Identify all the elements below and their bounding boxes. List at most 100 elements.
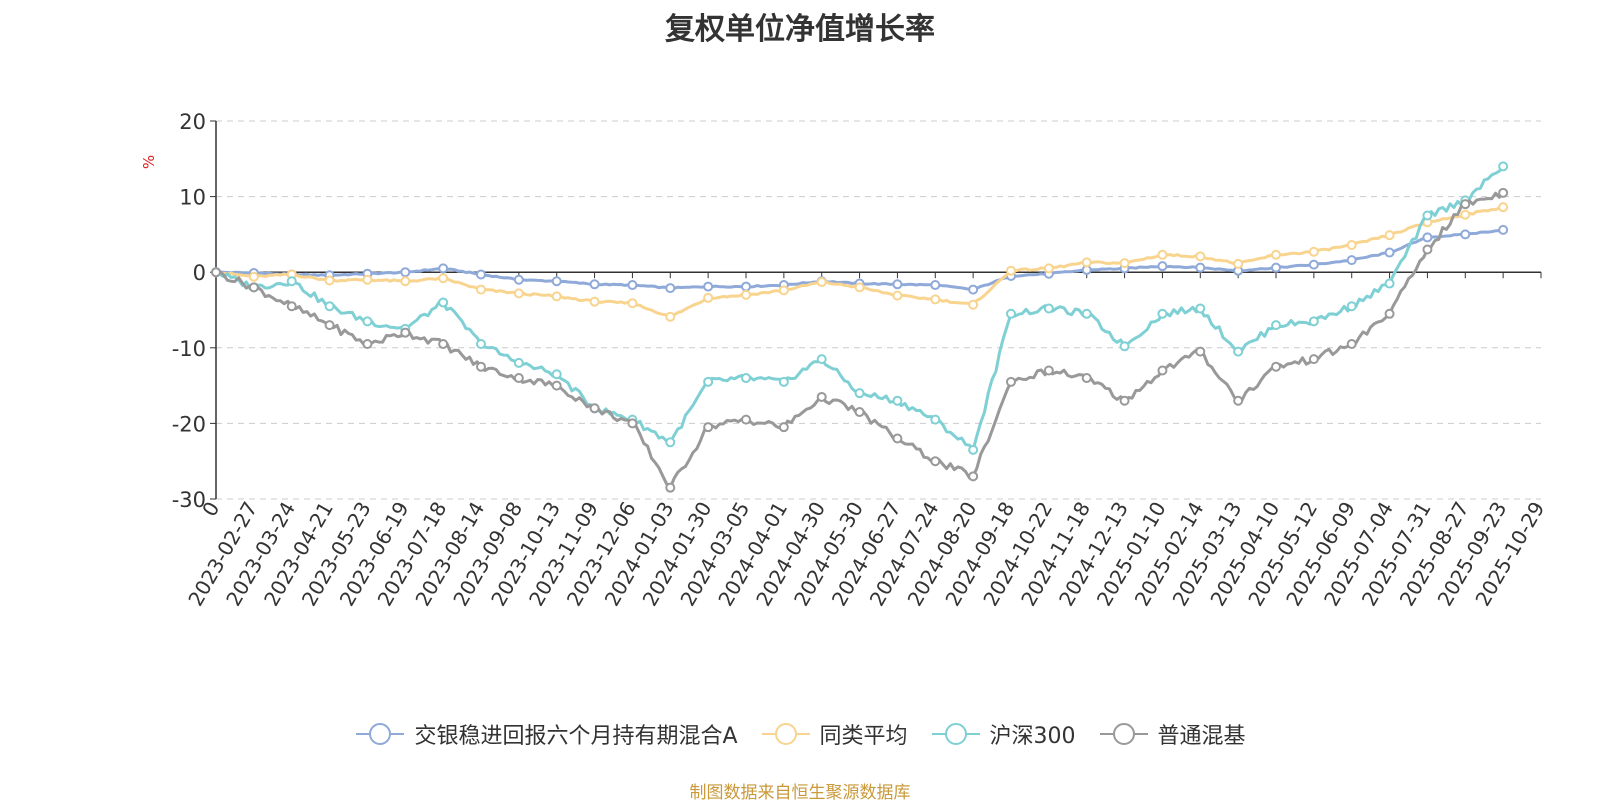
series-group bbox=[211, 161, 1509, 455]
data-point bbox=[286, 301, 297, 312]
data-point bbox=[665, 311, 676, 322]
data-point bbox=[589, 279, 600, 290]
data-point bbox=[627, 280, 638, 291]
data-point bbox=[1081, 257, 1092, 268]
data-point bbox=[892, 279, 903, 290]
data-point bbox=[1384, 230, 1395, 241]
data-point bbox=[816, 354, 827, 365]
legend-item[interactable]: 沪深300 bbox=[930, 718, 1076, 750]
data-point bbox=[1271, 262, 1281, 273]
data-point bbox=[400, 267, 411, 278]
series-group bbox=[211, 187, 1509, 493]
legend-label: 交银稳进回报六个月持有期混合A bbox=[414, 724, 738, 749]
data-point bbox=[1498, 202, 1509, 213]
data-point bbox=[703, 422, 714, 433]
line-chart: % -30-20-100102002023-02-272023-03-24202… bbox=[140, 110, 1549, 610]
data-point bbox=[589, 403, 600, 414]
data-point bbox=[1195, 251, 1206, 262]
data-point bbox=[1346, 255, 1357, 266]
data-point bbox=[665, 437, 676, 448]
data-point bbox=[324, 275, 335, 286]
data-point bbox=[1119, 395, 1130, 406]
data-point bbox=[362, 316, 373, 327]
data-point bbox=[816, 277, 827, 288]
data-point bbox=[1233, 346, 1244, 357]
data-point bbox=[1460, 199, 1471, 210]
data-point bbox=[1157, 365, 1168, 376]
legend-item[interactable]: 同类平均 bbox=[760, 718, 908, 750]
data-point bbox=[1043, 263, 1054, 274]
data-point bbox=[438, 339, 449, 350]
data-point bbox=[930, 294, 941, 305]
data-point bbox=[778, 376, 789, 387]
data-point bbox=[324, 320, 335, 331]
data-point bbox=[1384, 278, 1395, 289]
data-point bbox=[1119, 258, 1130, 269]
data-point bbox=[703, 292, 714, 303]
data-point bbox=[438, 297, 449, 308]
data-point bbox=[211, 267, 221, 278]
data-point bbox=[1043, 365, 1054, 376]
data-point bbox=[1346, 239, 1357, 250]
data-point bbox=[778, 285, 789, 296]
series-line bbox=[215, 191, 1505, 490]
data-point bbox=[1422, 210, 1433, 221]
data-point bbox=[1157, 308, 1168, 319]
data-point bbox=[1271, 361, 1281, 372]
data-point bbox=[1157, 261, 1168, 272]
data-point bbox=[1460, 209, 1471, 220]
data-point bbox=[286, 276, 297, 287]
legend-line-circle-icon bbox=[931, 723, 980, 745]
data-point bbox=[627, 298, 638, 309]
legend-item[interactable]: 交银稳进回报六个月持有期混合A bbox=[354, 718, 738, 750]
data-point bbox=[1006, 308, 1016, 319]
data-point bbox=[1233, 258, 1244, 269]
data-point bbox=[741, 373, 751, 384]
legend-circle bbox=[1112, 723, 1135, 745]
data-point bbox=[1422, 232, 1433, 243]
series-lines bbox=[211, 161, 1509, 493]
source-note: 制图数据来自恒生聚源数据库 bbox=[689, 783, 911, 803]
legend-circle bbox=[944, 723, 967, 745]
data-point bbox=[1195, 303, 1206, 314]
data-point bbox=[1157, 249, 1168, 260]
data-point bbox=[362, 274, 373, 285]
y-axis-unit-label: % bbox=[140, 155, 158, 169]
data-point bbox=[854, 282, 865, 293]
data-point bbox=[551, 369, 562, 380]
data-point bbox=[627, 418, 638, 429]
data-point bbox=[930, 414, 941, 425]
data-point bbox=[1308, 354, 1319, 365]
data-point bbox=[968, 471, 979, 482]
data-point bbox=[854, 388, 865, 399]
data-point bbox=[1498, 224, 1509, 235]
data-point bbox=[930, 456, 941, 467]
chart-title: 复权单位净值增长率 bbox=[665, 12, 935, 47]
data-point bbox=[968, 284, 979, 295]
data-point bbox=[248, 271, 259, 282]
data-point bbox=[324, 301, 335, 312]
data-point bbox=[513, 274, 524, 285]
data-point bbox=[665, 482, 676, 493]
data-point bbox=[438, 273, 449, 284]
data-point bbox=[1308, 246, 1319, 257]
data-point bbox=[816, 391, 827, 402]
data-point bbox=[589, 296, 600, 307]
data-point bbox=[930, 280, 941, 291]
data-point bbox=[1043, 303, 1054, 314]
data-point bbox=[400, 327, 411, 338]
data-point bbox=[1498, 161, 1509, 172]
data-point bbox=[1233, 395, 1244, 406]
data-point bbox=[741, 414, 751, 425]
data-point bbox=[248, 282, 259, 293]
data-point bbox=[551, 291, 562, 302]
data-point bbox=[968, 299, 979, 310]
data-point bbox=[1271, 249, 1281, 260]
data-point bbox=[1195, 262, 1206, 273]
legend-item[interactable]: 普通混基 bbox=[1098, 718, 1246, 750]
data-point bbox=[1195, 346, 1206, 357]
data-point bbox=[892, 290, 903, 301]
data-point bbox=[1498, 187, 1509, 198]
data-point bbox=[1081, 308, 1092, 319]
data-point bbox=[741, 281, 751, 292]
